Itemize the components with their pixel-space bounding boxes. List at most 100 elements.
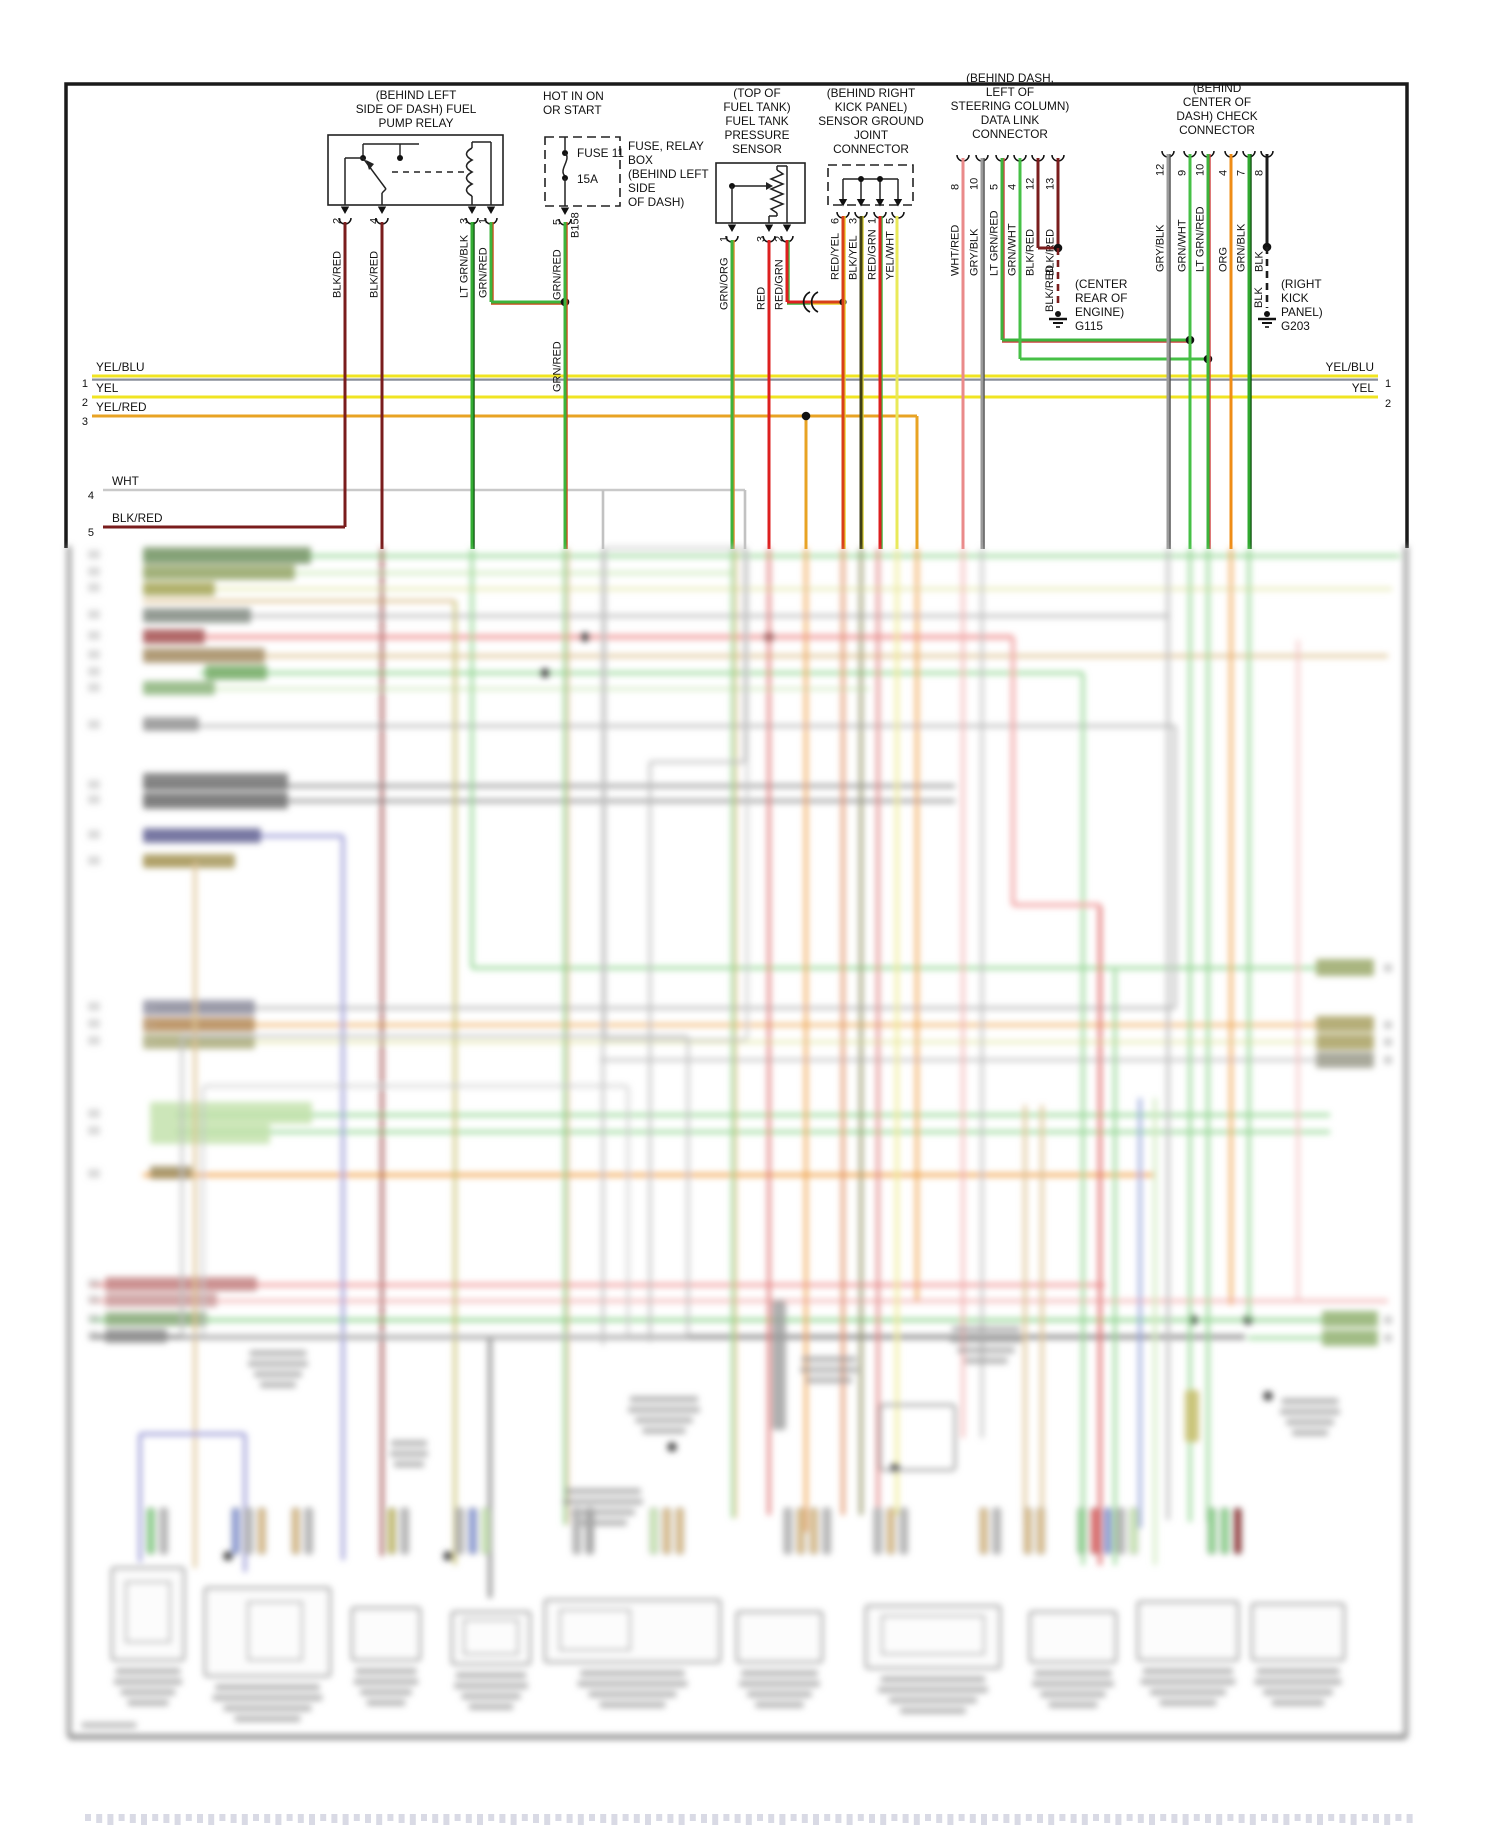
svg-text:FUSE, RELAY: FUSE, RELAY bbox=[628, 139, 704, 153]
svg-text:(BEHIND LEFT: (BEHIND LEFT bbox=[376, 88, 457, 102]
bus-labels-left: YEL/BLU 1 YEL 2 YEL/RED 3 WHT 4 BLK/RED 5 bbox=[82, 360, 163, 539]
svg-text:FUEL TANK): FUEL TANK) bbox=[723, 100, 790, 114]
wire-name-label: LT GRN/RED bbox=[1195, 206, 1207, 272]
wire-name-label: GRN/RED bbox=[552, 341, 564, 392]
pin-number: 12 bbox=[1155, 164, 1167, 176]
pin-number: 13 bbox=[1045, 178, 1057, 190]
pin-number: 7 bbox=[1236, 170, 1248, 176]
joint-pin-3: 3 BLK/YEL bbox=[848, 199, 868, 280]
check-pin-9: 9 GRN/WHT bbox=[1177, 150, 1197, 272]
wire-name-label: RED/GRN bbox=[867, 229, 879, 280]
wire-name-label: BLK bbox=[1253, 287, 1265, 308]
pin-number: 1 bbox=[867, 218, 879, 224]
joint-pin-6: 6 RED/YEL bbox=[830, 199, 850, 280]
check-pin-7: 7 GRN/BLK bbox=[1236, 150, 1256, 272]
pin-number: 2 bbox=[774, 236, 786, 242]
svg-text:LEFT OF: LEFT OF bbox=[986, 85, 1034, 99]
pin-number: 9 bbox=[1177, 170, 1189, 176]
ground-id: G203 bbox=[1281, 319, 1310, 333]
relay-pin-3: 3 LT GRN/BLK bbox=[459, 206, 479, 298]
joint-pin-5: 5 YEL/WHT bbox=[885, 199, 905, 280]
bus-label: BLK/RED bbox=[112, 511, 162, 525]
svg-text:STEERING COLUMN): STEERING COLUMN) bbox=[951, 99, 1070, 113]
wire-name-label: BLK/RED bbox=[1045, 229, 1057, 276]
wire-name-label: RED/GRN bbox=[774, 259, 786, 310]
wire-name-label: BLK/RED bbox=[1044, 265, 1056, 312]
svg-text:CONNECTOR: CONNECTOR bbox=[972, 127, 1048, 141]
fuse-name: FUSE 11 bbox=[577, 146, 624, 160]
wire-name-label: RED/YEL bbox=[830, 233, 842, 280]
relay-pin-1: 1 GRN/RED bbox=[478, 206, 498, 298]
bus-label: YEL/BLU bbox=[96, 360, 145, 374]
wire-name-label: BLK/RED bbox=[332, 251, 344, 298]
wire-name-label: BLK/RED bbox=[369, 251, 381, 298]
wire-name-label: BLK/RED bbox=[1025, 229, 1037, 276]
svg-text:3: 3 bbox=[82, 416, 88, 428]
pin-number: 8 bbox=[950, 184, 962, 190]
pin-number: 4 bbox=[369, 218, 381, 224]
svg-text:HOT IN ON: HOT IN ON bbox=[543, 89, 604, 103]
pin-number: 3 bbox=[459, 218, 471, 224]
pin-number: 6 bbox=[830, 218, 842, 224]
wire-name-label: LT GRN/BLK bbox=[459, 234, 471, 298]
diagram-border bbox=[64, 82, 1409, 548]
sensor-pin-3: 3 RED bbox=[756, 224, 776, 310]
bus-label: WHT bbox=[112, 474, 139, 488]
svg-text:CONNECTOR: CONNECTOR bbox=[833, 142, 909, 156]
wire-name-label: GRY/BLK bbox=[1155, 224, 1167, 272]
pin-number: 12 bbox=[1025, 178, 1037, 190]
svg-text:(TOP OF: (TOP OF bbox=[733, 86, 780, 100]
relay-pin-4: 4 BLK/RED bbox=[369, 206, 389, 298]
check-pin-8: 8 BLK bbox=[1254, 150, 1274, 272]
svg-text:PRESSURE: PRESSURE bbox=[725, 128, 790, 142]
blurred-section bbox=[66, 546, 1409, 1740]
inline-splice-connector bbox=[802, 291, 819, 313]
svg-text:(BEHIND DASH,: (BEHIND DASH, bbox=[966, 71, 1054, 85]
svg-text:SENSOR: SENSOR bbox=[732, 142, 782, 156]
bus-label: YEL/BLU bbox=[1325, 360, 1374, 374]
sensor-pin-2: 2 RED/GRN bbox=[774, 224, 794, 310]
svg-text:(BEHIND LEFT: (BEHIND LEFT bbox=[628, 167, 709, 181]
svg-text:SENSOR GROUND: SENSOR GROUND bbox=[818, 114, 924, 128]
connector-id: B158 bbox=[570, 212, 582, 238]
svg-text:(CENTER: (CENTER bbox=[1075, 277, 1127, 291]
wire-name-label: GRN/ORG bbox=[719, 257, 731, 310]
footer-ticks bbox=[85, 1814, 1413, 1825]
svg-text:OF DASH): OF DASH) bbox=[628, 195, 684, 209]
svg-text:JOINT: JOINT bbox=[854, 128, 888, 142]
wire-name-label: GRN/WHT bbox=[1177, 219, 1189, 272]
pin-number: 4 bbox=[1218, 170, 1230, 176]
pin-number: 3 bbox=[756, 236, 768, 242]
pin-number: 10 bbox=[969, 178, 981, 190]
check-pin-4: 4 ORG bbox=[1218, 150, 1238, 272]
svg-text:1: 1 bbox=[1385, 378, 1391, 390]
bus-label: YEL bbox=[1352, 381, 1375, 395]
bus-label: YEL/RED bbox=[96, 400, 146, 414]
svg-text:OR START: OR START bbox=[543, 103, 602, 117]
svg-text:KICK: KICK bbox=[1281, 291, 1309, 305]
svg-text:(BEHIND RIGHT: (BEHIND RIGHT bbox=[827, 86, 915, 100]
ground-id: G115 bbox=[1075, 319, 1103, 333]
wire-name-label: YEL/WHT bbox=[885, 231, 897, 280]
svg-text:ENGINE): ENGINE) bbox=[1075, 305, 1124, 319]
pin-number: 3 bbox=[848, 218, 860, 224]
pin-number: 1 bbox=[478, 218, 490, 224]
svg-text:(BEHIND: (BEHIND bbox=[1193, 81, 1242, 95]
svg-text:SIDE OF DASH) FUEL: SIDE OF DASH) FUEL bbox=[356, 102, 477, 116]
dlc-pin-8: 8 WHT/RED bbox=[950, 154, 970, 276]
svg-text:(RIGHT: (RIGHT bbox=[1281, 277, 1322, 291]
dlc-pin-12: 12 BLK/RED bbox=[1025, 154, 1045, 276]
svg-text:KICK PANEL): KICK PANEL) bbox=[835, 100, 908, 114]
svg-text:PUMP RELAY: PUMP RELAY bbox=[379, 116, 454, 130]
